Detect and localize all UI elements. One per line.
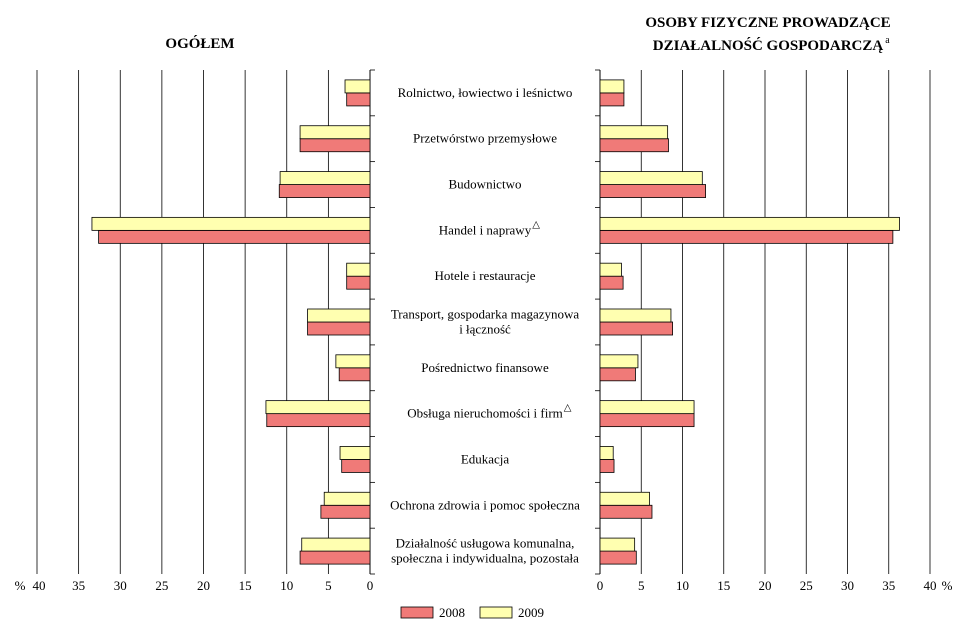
bar-2008 <box>320 504 371 519</box>
panel-title: DZIAŁALNOŚĆ GOSPODARCZĄ <box>653 37 884 54</box>
bar-2008 <box>299 550 371 565</box>
bar-2008 <box>599 229 894 244</box>
bar-2008 <box>599 184 706 198</box>
category-label: Obsługa nieruchomości i firm <box>407 406 563 421</box>
bar-2008 <box>599 92 625 107</box>
bar-2008 <box>599 321 673 336</box>
bar-2008 <box>266 413 371 428</box>
category-label: Transport, gospodarka magazynowa <box>391 307 580 322</box>
bar-2008 <box>278 184 371 198</box>
legend: 2008 2009 <box>400 605 544 620</box>
category-labels: Rolnictwo, łowiectwo i leśnictwo Przetwór… <box>390 85 580 566</box>
category-label: Budownictwo <box>449 177 522 192</box>
unit-label: % <box>942 578 953 593</box>
tick-label: 15 <box>239 578 252 593</box>
category-label: Działalność usługowa komunalna, <box>396 536 575 551</box>
category-label: społeczna i indywidualna, pozostała <box>391 551 579 566</box>
tick-label: 0 <box>597 578 604 593</box>
bar-2008 <box>98 229 371 244</box>
bar-2008 <box>299 138 371 153</box>
tick-label: 20 <box>759 578 772 593</box>
category-label: Hotele i restauracje <box>434 268 535 283</box>
bar-2008 <box>599 550 637 565</box>
bar-2009 <box>599 171 703 185</box>
bar-2009 <box>599 125 669 140</box>
bar-2009 <box>599 446 614 460</box>
legend-label: 2008 <box>439 605 465 620</box>
bar-2009 <box>265 400 371 415</box>
tick-label: 25 <box>155 578 168 593</box>
bar-2009 <box>599 537 636 552</box>
bar-2009 <box>599 216 900 231</box>
tick-label: 5 <box>325 578 332 593</box>
category-mark: △ <box>532 219 540 230</box>
category-label: Edukacja <box>461 451 510 466</box>
bar-2009 <box>599 79 625 94</box>
bar-2008 <box>599 275 624 290</box>
tick-label: 10 <box>676 578 689 593</box>
bar-2009 <box>299 125 371 140</box>
bar-2009 <box>307 308 371 323</box>
legend-swatch-2008 <box>400 606 434 619</box>
bar-2009 <box>344 79 371 94</box>
tick-label: 40 <box>924 578 937 593</box>
tick-label: 30 <box>114 578 127 593</box>
unit-label: % <box>15 578 26 593</box>
bar-2009 <box>301 537 371 552</box>
bar-2009 <box>346 262 371 277</box>
legend-swatch-2009 <box>479 606 513 619</box>
tick-label: 30 <box>841 578 854 593</box>
category-label: Ochrona zdrowia i pomoc społeczna <box>390 497 580 512</box>
legend-label: 2009 <box>518 605 544 620</box>
bar-2009 <box>323 491 371 506</box>
tick-label: 0 <box>367 578 374 593</box>
bar-2009 <box>91 216 371 231</box>
bar-2008 <box>599 138 669 153</box>
category-mark: △ <box>564 403 572 414</box>
bar-2008 <box>341 459 371 473</box>
category-label: Pośrednictwo finansowe <box>421 360 549 375</box>
category-label: i łączność <box>459 322 511 337</box>
bar-2008 <box>338 367 371 382</box>
tick-label: 20 <box>197 578 210 593</box>
panel-ogolem: 40 35 30 25 20 15 10 5 0% OGÓŁEM <box>15 35 375 593</box>
bar-2009 <box>599 354 639 369</box>
tick-label: 40 <box>33 578 46 593</box>
panel-title: OGÓŁEM <box>165 35 234 52</box>
panel-title: OSOBY FIZYCZNE PROWADZĄCE <box>645 15 890 31</box>
bar-2008 <box>599 504 653 519</box>
bar-2009 <box>599 262 622 277</box>
category-label: Rolnictwo, łowiectwo i leśnictwo <box>398 85 573 100</box>
bar-2008 <box>599 367 636 382</box>
bar-2009 <box>279 171 371 185</box>
tick-label: 25 <box>800 578 813 593</box>
category-label: Handel i naprawy <box>439 222 532 237</box>
bar-2008 <box>307 321 371 336</box>
tick-label: 35 <box>882 578 895 593</box>
panel-osoby-fizyczne: 0 5 10 15 20 25 30 35 40 % OSOBY FIZYCZNE PROWADZĄ… <box>595 15 953 593</box>
tick-label: 15 <box>717 578 730 593</box>
title-superscript: a <box>885 35 890 46</box>
tick-label: 35 <box>72 578 85 593</box>
bar-2008 <box>599 459 615 473</box>
category-label: Przetwórstwo przemysłowe <box>413 131 557 146</box>
bar-2009 <box>339 446 371 460</box>
bar-2008 <box>346 92 371 107</box>
tick-label: 5 <box>638 578 645 593</box>
bar-2009 <box>335 354 371 369</box>
bar-2009 <box>599 308 672 323</box>
bar-2008 <box>599 413 695 428</box>
bar-2009 <box>599 491 650 506</box>
bar-2008 <box>346 275 371 290</box>
tick-label: 10 <box>280 578 293 593</box>
bar-2009 <box>599 400 695 415</box>
